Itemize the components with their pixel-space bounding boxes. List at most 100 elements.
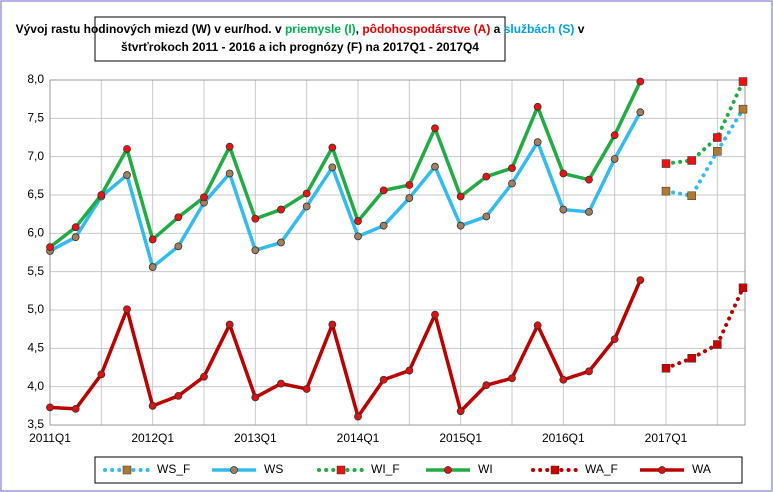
series-line	[48, 80, 642, 249]
marker	[230, 466, 238, 474]
marker	[225, 320, 234, 329]
marker	[336, 465, 346, 475]
marker	[533, 321, 542, 330]
marker	[200, 193, 208, 202]
marker	[508, 164, 516, 173]
marker	[687, 191, 696, 201]
marker	[559, 169, 568, 178]
marker	[444, 466, 452, 474]
marker	[738, 104, 748, 114]
x-tick-label: 2016Q1	[542, 431, 585, 445]
marker	[738, 283, 748, 293]
marker	[636, 276, 645, 285]
marker	[251, 393, 260, 402]
marker	[277, 205, 285, 214]
marker	[46, 243, 54, 252]
title-part: priemysle (I)	[285, 22, 356, 36]
marker	[713, 147, 722, 156]
x-tick-label: 2015Q1	[439, 431, 482, 445]
marker	[533, 138, 542, 147]
legend-label: WI	[478, 462, 493, 476]
marker	[508, 374, 516, 383]
marker	[713, 133, 722, 142]
legend-label: WA	[692, 462, 711, 476]
marker	[661, 159, 671, 168]
series-line	[664, 285, 745, 371]
x-tick-label: 2012Q1	[131, 431, 174, 445]
marker	[200, 372, 208, 381]
title-part: pôdohospodárstve (A)	[362, 22, 490, 36]
series-line	[49, 279, 642, 419]
series	[46, 77, 748, 421]
marker	[174, 242, 183, 251]
marker	[174, 391, 183, 400]
y-tick-label: 5,5	[27, 264, 44, 278]
title-part: službách (S)	[504, 22, 575, 36]
marker	[97, 370, 106, 379]
x-tick-label: 2017Q1	[645, 431, 688, 445]
marker	[46, 403, 54, 412]
y-tick-label: 8,0	[27, 72, 44, 86]
legend-label: WI_F	[371, 462, 400, 476]
marker	[97, 191, 106, 199]
title-part: štvrťrokoch 2011 - 2016 a ich prognózy (…	[121, 40, 479, 54]
marker	[148, 235, 157, 244]
marker	[610, 335, 619, 344]
marker	[585, 175, 593, 184]
marker	[71, 223, 80, 232]
marker	[174, 213, 183, 222]
legend-label: WS_F	[157, 462, 190, 476]
marker	[508, 179, 516, 188]
chart-title: Vývoj rastu hodinových miezd (W) v eur/h…	[16, 22, 585, 54]
title-part: a	[490, 22, 503, 36]
marker	[354, 412, 362, 421]
y-tick-label: 3,5	[27, 417, 44, 431]
marker	[302, 189, 311, 198]
marker	[405, 181, 414, 189]
marker	[328, 320, 337, 329]
marker	[405, 366, 414, 375]
marker	[431, 124, 439, 133]
marker	[456, 407, 465, 416]
y-tick-label: 7,0	[27, 149, 44, 163]
marker	[482, 381, 491, 390]
marker	[71, 233, 80, 242]
x-tick-label: 2014Q1	[337, 431, 380, 445]
marker	[533, 102, 542, 111]
marker	[456, 192, 465, 201]
title-line: Vývoj rastu hodinových miezd (W) v eur/h…	[16, 22, 585, 36]
marker	[431, 310, 439, 319]
marker	[431, 162, 439, 171]
marker	[354, 217, 362, 225]
marker	[277, 238, 285, 247]
marker	[559, 205, 568, 214]
marker	[456, 221, 465, 230]
marker	[658, 466, 666, 474]
x-tick-label: 2011Q1	[29, 431, 71, 445]
marker	[354, 232, 362, 241]
y-tick-label: 6,0	[27, 226, 44, 240]
marker	[661, 186, 671, 196]
title-part: ,	[356, 22, 363, 36]
marker	[636, 108, 645, 117]
marker	[328, 143, 337, 152]
x-tick-label: 2013Q1	[234, 431, 277, 445]
series-line	[664, 107, 745, 198]
marker	[225, 142, 234, 151]
marker	[636, 77, 645, 86]
legend-box	[94, 456, 743, 484]
series-line	[664, 79, 745, 166]
title-part: Vývoj rastu hodinových miezd (W) v eur/h…	[16, 22, 285, 36]
marker	[148, 263, 157, 271]
y-tick-label: 6,5	[27, 187, 44, 201]
marker	[122, 465, 132, 475]
marker	[482, 172, 491, 181]
marker	[713, 340, 722, 349]
series-line	[49, 111, 642, 269]
marker	[148, 401, 157, 410]
marker	[251, 246, 260, 255]
y-tick-label: 4,0	[27, 379, 44, 393]
marker	[610, 131, 619, 140]
title-part: v	[574, 22, 584, 36]
legend-label: WS	[264, 462, 283, 476]
